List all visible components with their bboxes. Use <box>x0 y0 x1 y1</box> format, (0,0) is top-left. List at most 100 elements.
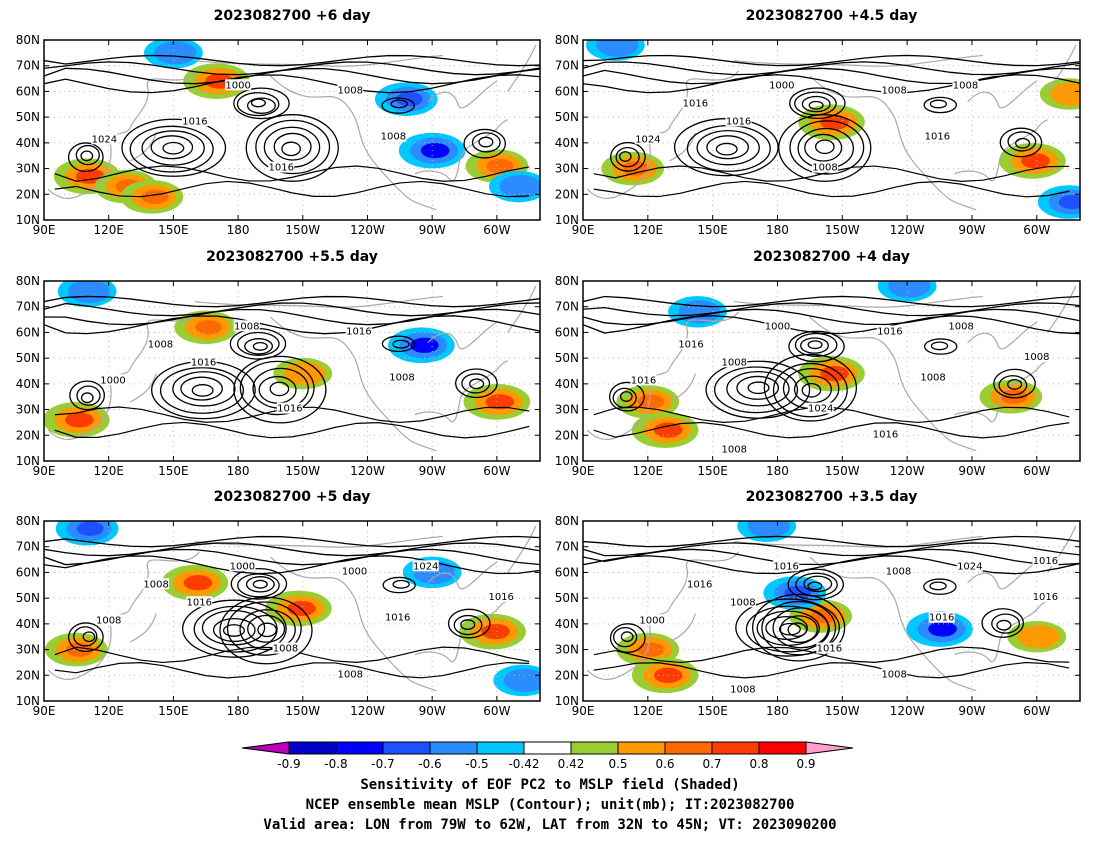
colorbar-cell <box>241 741 290 755</box>
contour-label: 1024 <box>92 134 117 145</box>
isobar-contour <box>151 360 256 420</box>
isobar-contour <box>257 622 277 638</box>
contour-label: 1008 <box>920 373 945 384</box>
contour-label: 1016 <box>817 644 842 655</box>
sensitivity-shading <box>65 412 94 428</box>
y-tick-label: 60N <box>555 325 579 339</box>
isobar-contour <box>696 129 760 166</box>
coastline <box>414 119 508 182</box>
contour-label-bg <box>412 560 439 572</box>
contour-label: 1016 <box>873 429 898 440</box>
contour-label-bg <box>276 402 303 414</box>
x-tick-label: 90W <box>419 704 446 718</box>
contour-label: 1016 <box>268 163 293 174</box>
contour-label-bg <box>337 84 364 96</box>
x-tick-label: 150E <box>697 223 728 237</box>
isobar-contour <box>804 133 843 162</box>
x-tick-label: 120E <box>93 223 124 237</box>
contour-label-bg <box>91 133 118 145</box>
x-tick-label: 90E <box>572 704 595 718</box>
coastline <box>130 613 157 643</box>
coastline <box>967 321 1038 350</box>
isobar-contour <box>789 120 865 175</box>
x-tick-label: 150E <box>697 704 728 718</box>
contour-label: 1000 <box>230 561 255 572</box>
isobar-contour <box>803 575 833 593</box>
isobar-contour <box>269 381 290 397</box>
colorbar-cell <box>382 741 431 755</box>
coastline <box>734 54 983 67</box>
coastline <box>270 556 437 692</box>
isobar-contour <box>593 180 1070 198</box>
coastline <box>507 525 537 573</box>
isobar-contour <box>583 54 1080 67</box>
isobar-contour <box>619 391 633 402</box>
y-tick-label: 80N <box>16 33 40 47</box>
isobar-contour <box>463 128 507 159</box>
y-tick-label: 50N <box>555 110 579 124</box>
contour-label-bg <box>341 565 368 577</box>
x-tick-label: 60W <box>1023 223 1050 237</box>
isobar-contour <box>996 619 1012 631</box>
isobar-contour <box>252 341 268 351</box>
isobar-contour <box>620 631 634 643</box>
isobar-contour <box>193 605 278 653</box>
map-panel: 2023082700 +5 day 1000 1000 1016 1008 1016 100… <box>16 489 541 718</box>
isobar-contour <box>991 613 1021 634</box>
sensitivity-shading <box>653 422 683 438</box>
contour-label: 1008 <box>881 85 906 96</box>
y-tick-label: 30N <box>555 403 579 417</box>
colorbar-cell <box>570 741 619 755</box>
contour-label-bg <box>1023 351 1050 363</box>
isobar-contour <box>1007 131 1037 152</box>
contour-label-bg <box>920 371 947 383</box>
coastline <box>1047 285 1077 333</box>
map-frame <box>582 39 1081 221</box>
x-tick-label: 120W <box>350 223 385 237</box>
contour-label-bg <box>686 578 713 590</box>
coastline <box>809 316 977 452</box>
sensitivity-shading <box>77 284 103 299</box>
isobar-contour <box>44 74 540 94</box>
contour-label-bg <box>948 320 975 332</box>
contour-label: 1016 <box>929 613 954 624</box>
coastline <box>507 285 537 333</box>
sensitivity-shading <box>820 365 849 382</box>
isobar-contour <box>583 535 1080 548</box>
y-tick-label: 50N <box>555 351 579 365</box>
isobar-contour <box>245 576 275 593</box>
contour-label: 1016 <box>1033 592 1058 603</box>
y-tick-label: 60N <box>16 84 40 98</box>
y-tick-label: 70N <box>555 59 579 73</box>
sensitivity-shading <box>195 320 223 335</box>
isobar-contour <box>814 139 835 155</box>
isobar-contour <box>807 340 823 350</box>
map-frame <box>43 39 541 221</box>
isobar-contour <box>778 622 801 636</box>
isobar-contour <box>583 548 1080 566</box>
sensitivity-shading <box>1021 153 1050 169</box>
contour-label: 1016 <box>346 326 371 337</box>
contour-label-bg <box>147 338 174 350</box>
contour-label: 1008 <box>143 579 168 590</box>
isobar-contour <box>381 97 415 114</box>
isobar-contour <box>923 338 958 355</box>
isobar-contour <box>54 661 530 679</box>
x-tick-label: 180 <box>227 704 250 718</box>
contour-label-bg <box>678 338 705 350</box>
coastline <box>669 132 696 162</box>
isobar-contour <box>715 142 738 156</box>
contour-label: 1016 <box>726 116 751 127</box>
isobar-contour <box>255 119 331 175</box>
isobar-contour <box>801 382 822 398</box>
contour-label: 1008 <box>234 321 259 332</box>
isobar-contour <box>67 142 104 173</box>
y-tick-label: 20N <box>555 187 579 201</box>
isobar-contour <box>609 623 646 653</box>
map-panel: 2023082700 +6 day 1000 1008 1016 1024 1008 101… <box>16 8 541 237</box>
x-tick-label: 60W <box>483 223 510 237</box>
contour-label-bg <box>876 325 903 337</box>
isobar-contour <box>583 542 1080 557</box>
contour-label: 1008 <box>96 615 121 626</box>
isobar-contour <box>246 97 276 114</box>
